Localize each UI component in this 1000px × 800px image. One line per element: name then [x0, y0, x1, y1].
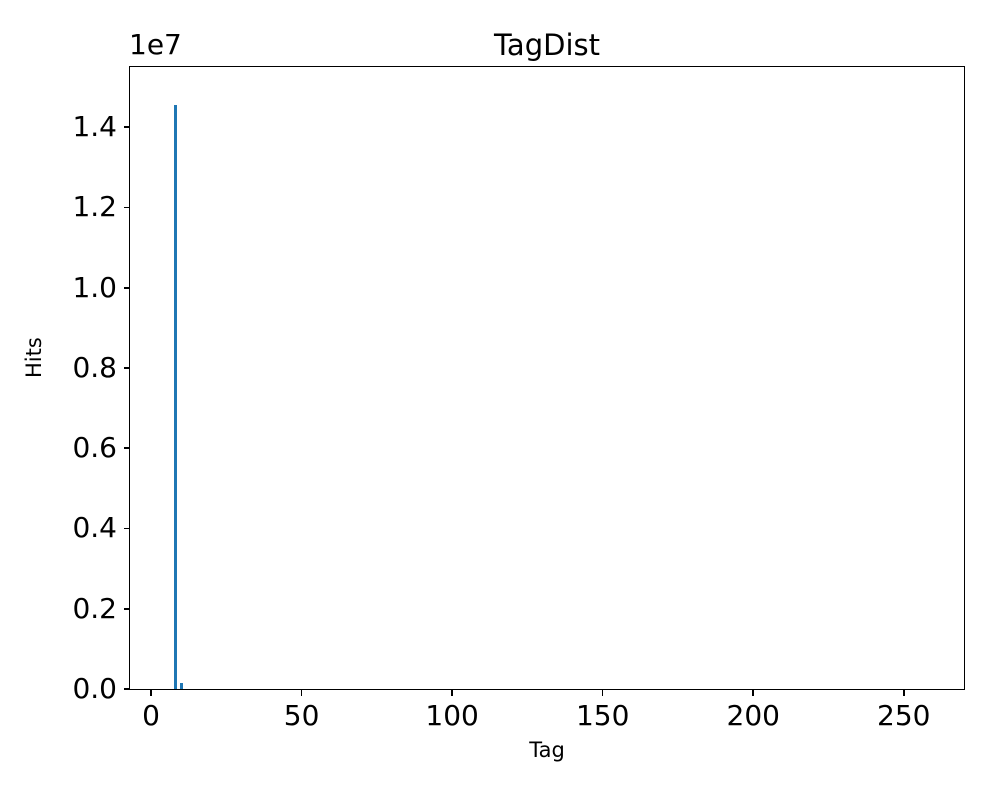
- y-tick-mark: [123, 286, 130, 289]
- x-tick-label: 0: [142, 699, 160, 732]
- x-tick-label: 250: [877, 699, 931, 732]
- x-tick-mark: [601, 689, 604, 696]
- y-tick-label: 0.8: [72, 350, 117, 384]
- y-tick-label: 0.0: [72, 672, 117, 705]
- x-tick-mark: [902, 689, 905, 696]
- y-tick-label: 1.0: [72, 270, 117, 304]
- x-tick-label: 50: [283, 699, 320, 732]
- x-tick-label: 100: [425, 699, 479, 732]
- y-tick-label: 1.4: [72, 110, 117, 144]
- y-axis-offset-label: 1e7: [129, 28, 182, 61]
- plot-area: [130, 67, 964, 689]
- x-tick-label: 150: [575, 699, 630, 732]
- y-tick-mark: [123, 206, 130, 209]
- y-tick-label: 0.2: [72, 591, 117, 625]
- chart-title: TagDist: [494, 28, 600, 62]
- x-tick-mark: [451, 689, 453, 696]
- x-axis-label: Tag: [529, 738, 565, 762]
- x-tick-mark: [150, 689, 152, 696]
- y-tick-mark: [123, 607, 130, 610]
- bar: [179, 682, 183, 689]
- x-tick-mark: [752, 689, 755, 696]
- y-tick-label: 1.2: [72, 190, 117, 224]
- y-tick-mark: [123, 367, 130, 369]
- bar: [173, 105, 177, 689]
- y-tick-mark: [123, 688, 130, 690]
- y-axis-label: Hits: [22, 337, 46, 378]
- y-tick-label: 0.6: [72, 431, 117, 465]
- y-tick-mark: [123, 447, 130, 450]
- y-tick-label: 0.4: [72, 511, 117, 545]
- plot-axes: 0.0 0.2 0.4 0.6 0.8 1.0 1.2 1.4 0 50 100 150 200 250: [72, 66, 965, 731]
- x-tick-mark: [300, 689, 303, 696]
- x-tick-label: 200: [726, 699, 780, 732]
- y-tick-mark: [123, 527, 130, 530]
- y-tick-mark: [123, 126, 130, 128]
